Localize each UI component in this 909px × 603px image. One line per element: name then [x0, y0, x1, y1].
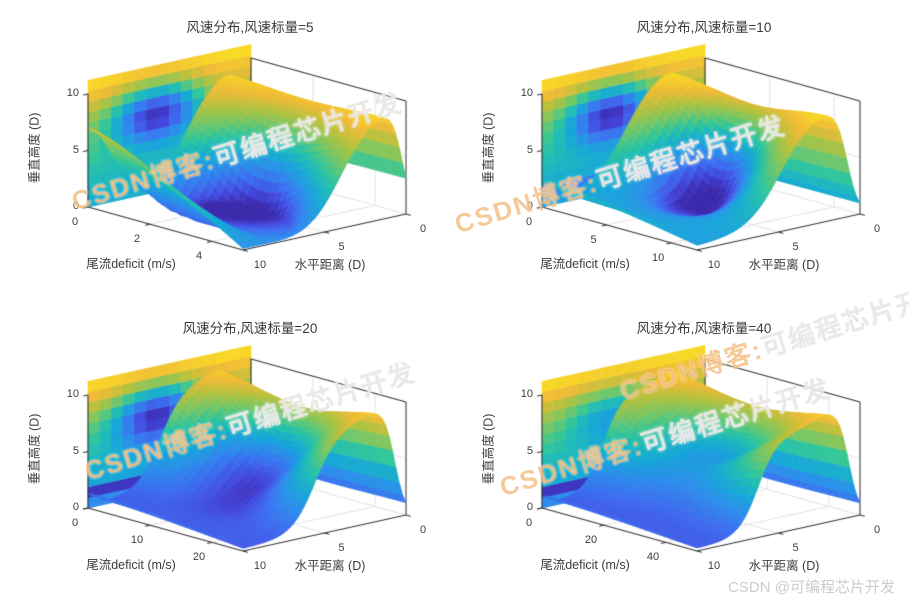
surface-plot-canvas-4: [454, 301, 908, 602]
y-tick-label: 10: [707, 560, 721, 572]
y-tick-label: 5: [338, 542, 345, 554]
x-tick-label: 10: [652, 251, 665, 264]
z-tick-label: 0: [526, 501, 533, 513]
y-axis-label: 水平距离 (D): [748, 258, 820, 272]
z-tick-label: 5: [526, 444, 533, 457]
plot-title: 风速分布,风速标量=5: [186, 20, 314, 35]
z-axis-label: 垂直高度 (D): [481, 413, 496, 485]
plot-title: 风速分布,风速标量=10: [636, 20, 772, 35]
z-tick-label: 10: [520, 388, 533, 400]
x-tick-label: 20: [192, 551, 206, 564]
z-axis-label: 垂直高度 (D): [481, 112, 496, 184]
y-tick-label: 10: [707, 259, 721, 271]
z-tick-label: 5: [72, 444, 79, 457]
x-axis-label: 尾流deficit (m/s): [540, 558, 630, 572]
y-tick-label: 0: [419, 524, 427, 536]
x-tick-label: 2: [133, 233, 141, 246]
plot-title: 风速分布,风速标量=20: [182, 321, 318, 336]
surface-plot-canvas-2: [454, 0, 908, 301]
x-tick-label: 5: [590, 233, 597, 246]
x-axis-label: 尾流deficit (m/s): [86, 257, 176, 271]
y-tick-label: 0: [419, 223, 427, 235]
subplot-scale-40: 风速分布,风速标量=40 尾流deficit (m/s) 水平距离 (D) 垂直…: [454, 301, 908, 602]
x-axis-label: 尾流deficit (m/s): [86, 558, 176, 572]
z-tick-label: 5: [72, 143, 79, 156]
y-tick-label: 10: [253, 259, 267, 271]
y-tick-label: 5: [338, 241, 345, 253]
subplot-scale-5: 风速分布,风速标量=5 尾流deficit (m/s) 水平距离 (D) 垂直高…: [0, 0, 454, 301]
z-tick-label: 10: [66, 87, 79, 99]
y-tick-label: 5: [792, 241, 799, 253]
x-tick-label: 0: [71, 216, 79, 228]
z-tick-label: 5: [526, 143, 533, 156]
z-tick-label: 10: [66, 388, 79, 400]
csdn-credit: CSDN @可编程芯片开发: [728, 579, 895, 596]
z-axis-label: 垂直高度 (D): [27, 112, 42, 184]
surface-plot-canvas-1: [0, 0, 454, 301]
z-axis-label: 垂直高度 (D): [27, 413, 42, 485]
subplot-scale-10: 风速分布,风速标量=10 尾流deficit (m/s) 水平距离 (D) 垂直…: [454, 0, 908, 301]
plot-title: 风速分布,风速标量=40: [636, 321, 772, 336]
y-axis-label: 水平距离 (D): [294, 559, 366, 573]
y-tick-label: 10: [253, 560, 267, 572]
z-tick-label: 0: [526, 200, 533, 212]
x-tick-label: 0: [71, 517, 79, 529]
x-tick-label: 0: [525, 517, 533, 529]
y-axis-label: 水平距离 (D): [748, 559, 820, 573]
z-tick-label: 0: [72, 501, 79, 513]
x-tick-label: 40: [646, 551, 660, 564]
y-axis-label: 水平距离 (D): [294, 258, 366, 272]
x-tick-label: 0: [525, 216, 533, 228]
surface-plot-canvas-3: [0, 301, 454, 602]
x-axis-label: 尾流deficit (m/s): [540, 257, 630, 271]
z-tick-label: 0: [72, 200, 79, 212]
subplot-scale-20: 风速分布,风速标量=20 尾流deficit (m/s) 水平距离 (D) 垂直…: [0, 301, 454, 602]
x-tick-label: 10: [130, 534, 144, 547]
y-tick-label: 5: [792, 542, 799, 554]
y-tick-label: 0: [873, 524, 881, 536]
x-tick-label: 20: [584, 534, 598, 547]
x-tick-label: 4: [195, 250, 203, 263]
y-tick-label: 0: [873, 223, 881, 235]
z-tick-label: 10: [520, 87, 533, 99]
